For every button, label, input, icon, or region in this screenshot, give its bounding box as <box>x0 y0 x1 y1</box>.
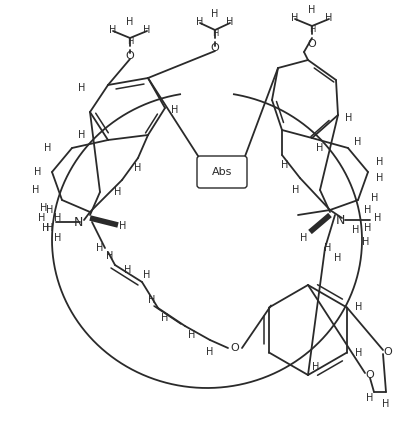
Text: H: H <box>47 205 54 215</box>
Text: H: H <box>196 17 204 27</box>
Text: O: O <box>211 43 220 53</box>
Text: H: H <box>325 13 333 23</box>
Text: H: H <box>376 173 384 183</box>
Text: H: H <box>44 143 52 153</box>
Text: H: H <box>114 187 122 197</box>
Text: H: H <box>309 26 315 34</box>
Text: H: H <box>291 13 299 23</box>
Text: H: H <box>109 25 117 35</box>
Text: H: H <box>119 221 127 231</box>
Text: H: H <box>371 193 379 203</box>
Text: H: H <box>355 348 363 358</box>
Text: H: H <box>149 295 156 305</box>
FancyBboxPatch shape <box>197 156 247 188</box>
Text: H: H <box>78 130 86 140</box>
Text: H: H <box>308 5 316 15</box>
Text: N: N <box>335 213 345 227</box>
Text: H: H <box>364 223 372 233</box>
Text: H: H <box>32 185 40 195</box>
Text: H: H <box>143 270 151 280</box>
Text: H: H <box>212 30 218 38</box>
Text: H: H <box>376 157 384 167</box>
Text: H: H <box>126 17 134 27</box>
Text: H: H <box>38 213 46 223</box>
Text: O: O <box>126 51 134 61</box>
Text: H: H <box>366 393 374 403</box>
Text: H: H <box>353 225 360 235</box>
Text: H: H <box>362 237 370 247</box>
Text: H: H <box>127 37 133 46</box>
Text: H: H <box>124 265 132 275</box>
Text: H: H <box>312 362 320 372</box>
Text: H: H <box>47 223 54 233</box>
Text: H: H <box>226 17 234 27</box>
Text: H: H <box>143 25 151 35</box>
Text: H: H <box>78 83 86 93</box>
Text: H: H <box>34 167 42 177</box>
Text: N: N <box>73 216 83 228</box>
Text: H: H <box>161 313 169 323</box>
Text: H: H <box>324 243 332 253</box>
Text: H: H <box>188 330 196 340</box>
Text: H: H <box>334 253 341 263</box>
Text: H: H <box>40 203 48 213</box>
Text: H: H <box>42 223 50 233</box>
Text: H: H <box>134 163 142 173</box>
Text: H: H <box>54 213 62 223</box>
Text: Abs: Abs <box>212 167 232 177</box>
Text: O: O <box>231 343 239 353</box>
Text: H: H <box>106 251 114 261</box>
Text: H: H <box>355 303 363 313</box>
Text: O: O <box>366 370 375 380</box>
Text: H: H <box>374 213 382 223</box>
Text: H: H <box>345 113 353 123</box>
Text: H: H <box>211 9 219 19</box>
Text: H: H <box>292 185 300 195</box>
Text: H: H <box>281 160 289 170</box>
Text: H: H <box>382 399 390 409</box>
Text: H: H <box>171 105 179 115</box>
Text: H: H <box>300 233 308 243</box>
Text: H: H <box>316 143 324 153</box>
Text: O: O <box>384 347 392 357</box>
Text: H: H <box>354 137 361 147</box>
Text: H: H <box>96 243 104 253</box>
Text: H: H <box>364 205 372 215</box>
Text: H: H <box>54 233 62 243</box>
Text: O: O <box>308 39 316 49</box>
Text: H: H <box>206 347 214 357</box>
